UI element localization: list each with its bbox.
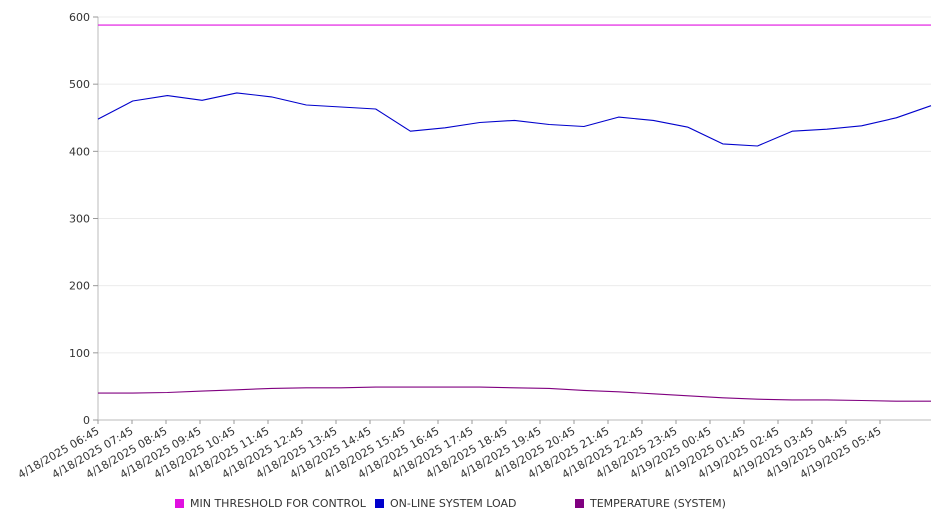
y-tick-label: 600	[69, 11, 90, 24]
legend-item-system-load[interactable]: ON-LINE SYSTEM LOAD	[375, 497, 516, 510]
y-tick-label: 400	[69, 145, 90, 158]
y-tick-label: 200	[69, 280, 90, 293]
series-line-1	[97, 92, 932, 147]
y-tick-label: 0	[83, 414, 90, 427]
y-tick-label: 500	[69, 78, 90, 91]
series-lines	[97, 24, 932, 402]
y-tick-label: 300	[69, 213, 90, 226]
legend-swatch-min-threshold	[175, 499, 184, 508]
legend-swatch-system-load	[375, 499, 384, 508]
y-tick-label: 100	[69, 347, 90, 360]
series-line-2	[98, 386, 931, 402]
y-axis-ticks: 0 100 200 300 400 500 600	[69, 11, 98, 427]
x-axis-ticks: 4/18/2025 06:454/18/2025 07:454/18/2025 …	[16, 420, 884, 481]
legend: MIN THRESHOLD FOR CONTROL ON-LINE SYSTEM…	[0, 497, 946, 515]
line-chart: 0 100 200 300 400 500 600 4/18/2025 06:454/18/…	[16, 11, 932, 481]
legend-label-temperature: TEMPERATURE (SYSTEM)	[590, 497, 726, 510]
gridlines	[98, 16, 931, 354]
legend-item-temperature[interactable]: TEMPERATURE (SYSTEM)	[575, 497, 726, 510]
legend-label-system-load: ON-LINE SYSTEM LOAD	[390, 497, 517, 510]
legend-swatch-temperature	[575, 499, 584, 508]
legend-item-min-threshold[interactable]: MIN THRESHOLD FOR CONTROL	[175, 497, 366, 510]
legend-label-min-threshold: MIN THRESHOLD FOR CONTROL	[190, 497, 366, 510]
